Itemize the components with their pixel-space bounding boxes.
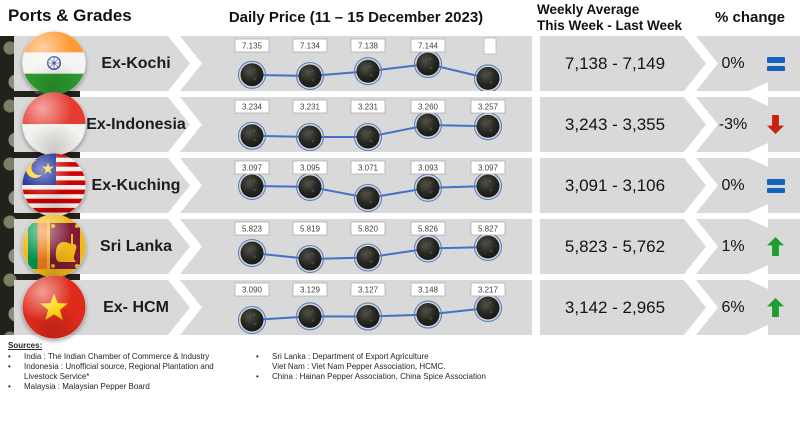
weekly-average-title: Weekly Average This Week - Last Week <box>537 2 707 34</box>
daily-price-chart: 5.823 5.819 5.820 5.826 5.827 <box>180 219 532 274</box>
port-label: Ex-Kuching <box>91 176 181 194</box>
ports-grades-title: Ports & Grades <box>8 6 132 25</box>
bullet-icon: • <box>8 352 11 361</box>
pct-change-value: -3% <box>718 115 748 133</box>
daily-price-chart: 3.097 3.095 3.071 3.093 3.097 <box>180 158 532 213</box>
list-item: • India : The Indian Chamber of Commerce… <box>8 352 248 362</box>
svg-text:5.827: 5.827 <box>478 225 499 234</box>
bullet-icon <box>256 362 264 372</box>
svg-text:3.093: 3.093 <box>418 164 439 173</box>
weekly-average-line2: This Week - Last Week <box>537 18 683 33</box>
svg-text:3.260: 3.260 <box>418 103 439 112</box>
svg-text:7.135: 7.135 <box>242 42 263 51</box>
weekly-band <box>540 97 706 152</box>
bullet-icon: • <box>256 372 259 381</box>
list-item: • Malaysia : Malaysian Pepper Board <box>8 382 248 392</box>
weekly-average-value: 7,138 - 7,149 <box>564 53 666 73</box>
sources-left-column: • India : The Indian Chamber of Commerce… <box>8 352 248 392</box>
source-text: China : Hainan Pepper Association, China… <box>272 372 486 381</box>
daily-price-chart: 7.135 7.134 7.138 7.144 <box>180 36 532 93</box>
svg-text:7.134: 7.134 <box>300 42 321 51</box>
svg-text:3.257: 3.257 <box>478 103 499 112</box>
table-row: Sri Lanka 5.823 5.819 5.820 5.826 5.827 5,82… <box>0 214 800 278</box>
table-row: Ex- HCM 3.090 3.129 3.127 3.148 3.217 3,142 … <box>0 275 800 339</box>
pct-change-value: 0% <box>721 54 745 72</box>
daily-price-chart: 3.090 3.129 3.127 3.148 3.217 <box>180 280 532 335</box>
weekly-average-value: 3,243 - 3,355 <box>564 114 666 134</box>
source-text: Malaysia : Malaysian Pepper Board <box>24 382 150 391</box>
svg-text:3.129: 3.129 <box>300 286 321 295</box>
price-sparkline: 3.097 3.095 3.071 3.093 3.097 <box>234 160 506 213</box>
bullet-icon: • <box>8 362 11 371</box>
svg-text:3.234: 3.234 <box>242 103 263 112</box>
daily-price-title: Daily Price (11 – 15 December 2023) <box>228 9 484 26</box>
weekly-average-value: 3,142 - 2,965 <box>564 297 666 317</box>
weekly-average-value: 3,091 - 3,106 <box>564 175 666 195</box>
list-item: Viet Nam : Viet Nam Pepper Association, … <box>256 362 556 372</box>
table-row: Ex-Indonesia 3.234 3.231 3.231 3.260 3.257 3… <box>0 92 800 156</box>
pct-change-value: 1% <box>721 237 745 255</box>
table-row: Ex-Kochi 7.135 7.134 7.138 7.144 7,138 - 7,… <box>0 31 800 95</box>
svg-text:5.823: 5.823 <box>242 225 263 234</box>
svg-text:5.819: 5.819 <box>300 225 321 234</box>
list-item: • China : Hainan Pepper Association, Chi… <box>256 372 556 382</box>
sources-right-column: • Sri Lanka : Department of Export Agric… <box>256 352 556 382</box>
vietnam-flag-icon <box>22 275 86 339</box>
list-item: • Indonesia : Unofficial source, Regiona… <box>8 362 248 382</box>
weekly-average-line1: Weekly Average <box>537 2 640 17</box>
svg-text:3.090: 3.090 <box>242 286 263 295</box>
source-text: India : The Indian Chamber of Commerce &… <box>24 352 210 361</box>
weekly-average-value: 5,823 - 5,762 <box>564 236 666 256</box>
pct-change-value: 0% <box>721 176 745 194</box>
trend-equal-icon <box>767 57 785 71</box>
sources-title: Sources: <box>8 341 43 350</box>
port-label: Ex-Indonesia <box>86 115 186 133</box>
svg-text:3.127: 3.127 <box>358 286 379 295</box>
daily-price-chart: 3.234 3.231 3.231 3.260 3.257 <box>180 97 532 152</box>
weekly-band <box>540 280 706 335</box>
weekly-band <box>540 36 706 91</box>
svg-text:3.095: 3.095 <box>300 164 321 173</box>
svg-text:5.826: 5.826 <box>418 225 439 234</box>
list-item: • Sri Lanka : Department of Export Agric… <box>256 352 556 362</box>
sources-block: Sources: • India : The Indian Chamber of… <box>8 341 792 391</box>
indonesia-flag-icon <box>22 92 86 156</box>
price-sparkline: 3.090 3.129 3.127 3.148 3.217 <box>234 282 506 335</box>
bullet-icon: • <box>8 382 11 391</box>
svg-text:3.097: 3.097 <box>242 164 263 173</box>
source-text: Viet Nam : Viet Nam Pepper Association, … <box>272 362 446 371</box>
trend-equal-icon <box>767 179 785 193</box>
svg-text:7.138: 7.138 <box>358 42 379 51</box>
pct-change-title: % change <box>714 9 786 26</box>
weekly-band <box>540 158 706 213</box>
table-row: Ex-Kuching 3.097 3.095 3.071 3.093 3.097 3,0… <box>0 153 800 217</box>
svg-text:5.820: 5.820 <box>358 225 379 234</box>
pct-change-value: 6% <box>721 298 745 316</box>
svg-text:3.217: 3.217 <box>478 286 499 295</box>
india-flag-icon <box>22 31 86 95</box>
sri-lanka-flag-icon <box>22 214 86 278</box>
svg-text:3.071: 3.071 <box>358 164 379 173</box>
svg-text:7.144: 7.144 <box>418 42 439 51</box>
price-sparkline: 5.823 5.819 5.820 5.826 5.827 <box>234 221 506 274</box>
svg-text:3.097: 3.097 <box>478 164 499 173</box>
source-text: Indonesia : Unofficial source, Regional … <box>24 362 214 381</box>
svg-text:3.231: 3.231 <box>358 103 379 112</box>
svg-text:3.231: 3.231 <box>300 103 321 112</box>
price-sparkline: 3.234 3.231 3.231 3.260 3.257 <box>234 99 506 152</box>
price-sparkline: 7.135 7.134 7.138 7.144 <box>234 37 503 93</box>
malaysia-flag-icon <box>22 153 86 217</box>
port-label: Ex- HCM <box>103 298 169 316</box>
source-text: Sri Lanka : Department of Export Agricul… <box>272 352 429 361</box>
weekly-band <box>540 219 706 274</box>
bullet-icon: • <box>256 352 259 361</box>
port-label: Sri Lanka <box>99 237 173 255</box>
svg-text:3.148: 3.148 <box>418 286 439 295</box>
port-label: Ex-Kochi <box>101 54 171 72</box>
